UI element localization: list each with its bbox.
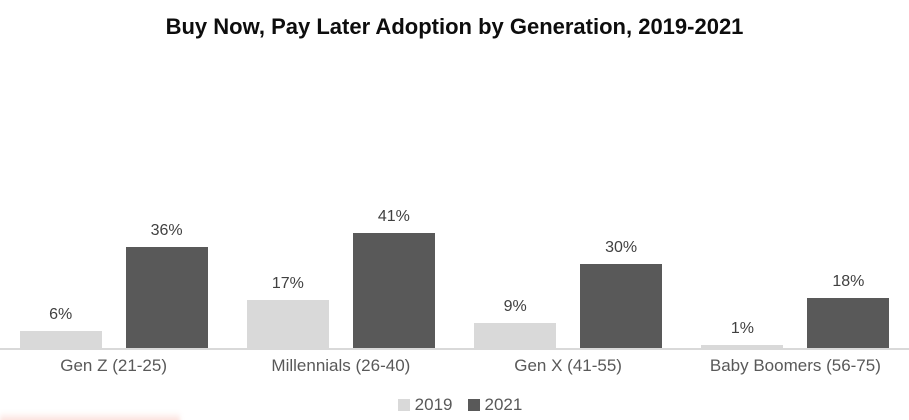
category-label-baby-boomers-56-75: Baby Boomers (56-75) <box>709 356 881 375</box>
legend-swatch-2019 <box>397 399 410 411</box>
category-label-millennials-26-40: Millennials (26-40) <box>271 356 411 375</box>
bar-wrap-2021-baby-boomers-56-75: 18% <box>807 273 890 348</box>
bar-wrap-2021-gen-z-21-25: 36% <box>125 222 208 348</box>
plot-area: 6% 36% 17% 41% 9% 30% 1% 18% <box>0 208 909 348</box>
bar-2019-millennials-26-40 <box>246 300 329 348</box>
bar-2019-gen-z-21-25 <box>19 331 102 348</box>
bar-wrap-2019-baby-boomers-56-75: 1% <box>701 320 784 348</box>
bar-wrap-2019-gen-x-41-55: 9% <box>474 298 557 348</box>
data-label-2021-gen-x-41-55: 30% <box>605 239 638 256</box>
chart-title: Buy Now, Pay Later Adoption by Generatio… <box>165 14 744 39</box>
bar-2021-gen-x-41-55 <box>580 264 663 348</box>
data-label-2019-millennials-26-40: 17% <box>271 275 304 292</box>
legend: 2019 2021 <box>11 395 909 415</box>
data-label-2019-gen-x-41-55: 9% <box>503 298 527 315</box>
bar-group-baby-boomers-56-75: 1% 18% <box>682 273 909 348</box>
legend-item-2019: 2019 <box>397 395 453 415</box>
category-label-gen-z-21-25: Gen Z (21-25) <box>60 356 167 375</box>
category-label-gen-x-41-55: Gen X (41-55) <box>514 356 622 375</box>
legend-item-2021: 2021 <box>467 395 523 415</box>
bar-group-gen-z-21-25: 6% 36% <box>0 222 227 348</box>
data-label-2021-baby-boomers-56-75: 18% <box>832 273 865 290</box>
legend-swatch-2021 <box>467 399 480 411</box>
data-label-2021-gen-z-21-25: 36% <box>150 222 183 239</box>
data-label-2019-baby-boomers-56-75: 1% <box>730 320 754 337</box>
bar-group-gen-x-41-55: 9% 30% <box>455 239 682 348</box>
bar-wrap-2021-millennials-26-40: 41% <box>352 208 435 348</box>
legend-label-2021: 2021 <box>484 395 523 414</box>
bar-wrap-2021-gen-x-41-55: 30% <box>580 239 663 348</box>
data-label-2019-gen-z-21-25: 6% <box>49 306 73 323</box>
data-label-2021-millennials-26-40: 41% <box>377 208 410 225</box>
x-axis-line <box>0 348 909 350</box>
bar-2021-gen-z-21-25 <box>125 247 208 348</box>
bar-wrap-2019-gen-z-21-25: 6% <box>19 306 102 348</box>
bar-2019-gen-x-41-55 <box>474 323 557 348</box>
bar-2021-baby-boomers-56-75 <box>807 298 890 348</box>
bar-wrap-2019-millennials-26-40: 17% <box>246 275 329 348</box>
legend-label-2019: 2019 <box>414 395 453 414</box>
category-axis: Gen Z (21-25) Millennials (26-40) Gen X (4… <box>0 356 909 376</box>
bar-2019-baby-boomers-56-75 <box>701 345 784 348</box>
bar-group-millennials-26-40: 17% 41% <box>227 208 454 348</box>
bar-2021-millennials-26-40 <box>352 233 435 348</box>
